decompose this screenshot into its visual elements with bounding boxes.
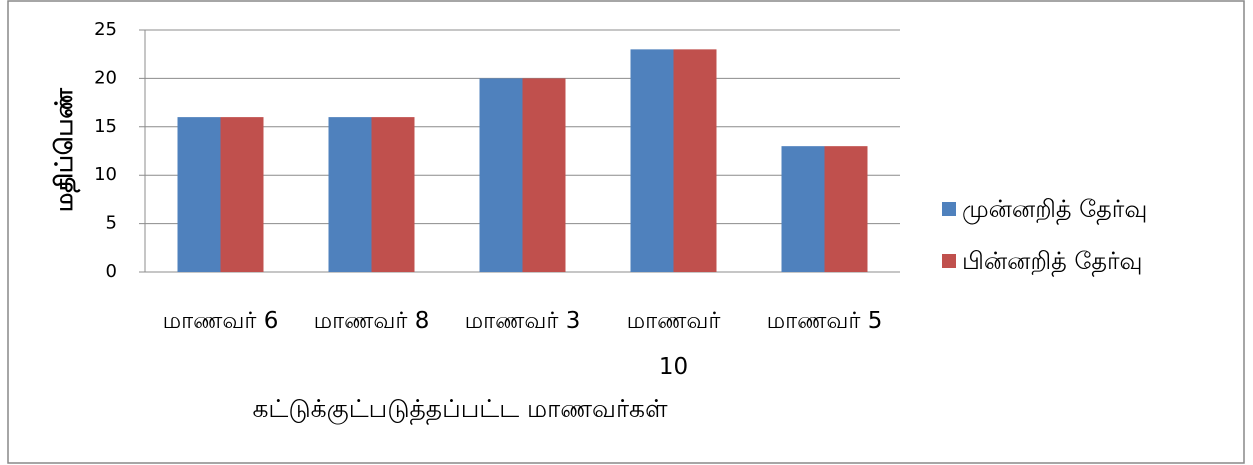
bar [479, 78, 523, 273]
y-tick-label: 15 [94, 116, 117, 137]
x-tick-label: மாணவர் 6 [162, 308, 279, 334]
bar [630, 49, 674, 272]
y-tick-label: 25 [94, 19, 117, 40]
y-tick-label: 20 [94, 67, 117, 88]
bar [328, 117, 372, 273]
bar [371, 117, 415, 273]
legend-label: பின்னறித் தேர்வு [962, 247, 1143, 277]
legend-swatch [942, 254, 956, 268]
y-tick-label: 5 [106, 213, 117, 234]
x-tick-label: மாணவர் 10 [626, 308, 721, 380]
bar [220, 117, 264, 273]
x-axis-title: கட்டுக்குட்படுத்தப்பட்ட மாணவர்கள் [252, 394, 668, 425]
legend-label: முன்னறித் தேர்வு [962, 195, 1147, 225]
bar [673, 49, 717, 272]
x-tick-label: மாணவர் 3 [464, 308, 581, 334]
legend-swatch [942, 202, 956, 216]
bar [177, 117, 221, 273]
x-tick-label: மாணவர் 5 [766, 308, 883, 334]
y-tick-label: 0 [106, 261, 117, 282]
bar [522, 78, 566, 273]
y-tick-label: 10 [94, 164, 117, 185]
bar [781, 146, 825, 272]
y-axis-title: மதிப்பெண் [50, 88, 81, 212]
bar [824, 146, 868, 272]
x-tick-label: மாணவர் 8 [313, 308, 430, 334]
